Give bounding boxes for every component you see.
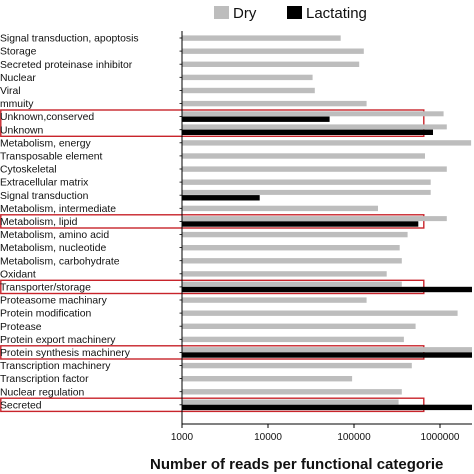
bar-dry	[182, 48, 364, 54]
category-label: Metabolism, lipid	[0, 217, 78, 228]
bar-dry	[182, 216, 447, 222]
bar-lactating	[182, 129, 433, 135]
category-label: Protein modification	[0, 309, 91, 320]
x-tick-label: 10000	[254, 432, 282, 443]
category-label: Metabolism, energy	[0, 138, 91, 149]
bar-dry	[182, 74, 313, 81]
bar-dry	[182, 166, 447, 172]
category-label: Metabolism, amino acid	[0, 230, 109, 241]
bar-lactating	[182, 221, 419, 227]
category-label: Transcription machinery	[0, 361, 111, 372]
category-label: Nuclear regulation	[0, 387, 85, 398]
legend: Dry Lactating	[214, 5, 367, 22]
category-label: Transcription factor	[0, 374, 89, 385]
bar-dry	[182, 153, 425, 159]
category-label: Storage	[0, 47, 37, 58]
bar-dry	[182, 35, 341, 41]
x-tick-label: 100000	[337, 432, 371, 443]
bar-dry	[182, 179, 431, 185]
x-tick-label: 1000000	[421, 432, 460, 443]
bar-dry	[182, 389, 402, 395]
bar-dry	[182, 205, 378, 212]
category-label: Extracellular matrix	[0, 178, 89, 189]
category-label: Signal transduction, apoptosis	[0, 34, 139, 45]
category-label: Oxidant	[0, 269, 36, 280]
category-label: Protein export machinery	[0, 335, 116, 346]
bar-lactating	[182, 286, 472, 293]
category-label: Protease	[0, 322, 42, 333]
bar-dry	[182, 362, 412, 369]
category-label: Secreted	[0, 400, 42, 411]
x-tick-label: 1000	[171, 432, 194, 443]
category-label: Viral	[0, 86, 21, 97]
bar-lactating	[182, 116, 330, 122]
bar-dry	[182, 61, 360, 67]
legend-label-dry: Dry	[233, 5, 257, 22]
category-label: Signal transduction	[0, 191, 89, 202]
x-axis-title: Number of reads per functional categorie	[150, 456, 443, 473]
bar-dry	[182, 258, 402, 264]
category-label: Transposable element	[0, 152, 103, 163]
bar-dry	[182, 376, 353, 382]
bar-dry	[182, 310, 458, 316]
bar-dry	[182, 271, 387, 277]
category-label: Metabolism, intermediate	[0, 204, 116, 215]
category-label: Nuclear	[0, 73, 36, 84]
category-label: Transporter/storage	[0, 283, 91, 294]
category-label: Proteasome machinary	[0, 296, 108, 307]
bar-dry	[182, 140, 472, 146]
category-label: Protein synthesis machinery	[0, 348, 131, 359]
bar-dry	[182, 297, 367, 303]
bar-dry	[182, 347, 472, 353]
bar-lactating	[182, 195, 260, 201]
category-label: Metabolism, nucleotide	[0, 243, 106, 254]
category-label: mmuity	[0, 99, 34, 110]
category-label: Secreted proteinase inhibitor	[0, 60, 133, 71]
legend-swatch-lactating	[287, 6, 302, 19]
highlight-box	[0, 109, 425, 137]
bar-dry	[182, 111, 444, 117]
bar-dry	[182, 281, 402, 287]
legend-label-lactating: Lactating	[306, 5, 367, 22]
legend-swatch-dry	[214, 6, 229, 19]
bar-dry	[182, 124, 447, 130]
category-label: Unknown,conserved	[0, 112, 94, 123]
bar-dry	[182, 87, 315, 94]
bar-dry	[182, 399, 399, 405]
bar-dry	[182, 323, 416, 329]
bar-lactating	[182, 404, 472, 411]
bars-layer	[182, 35, 472, 411]
category-label: Unknown	[0, 125, 44, 136]
x-axis: 100010000100000100000010000000100000000	[171, 31, 472, 443]
bar-lactating	[182, 352, 472, 358]
category-label: Metabolism, carbohydrate	[0, 256, 120, 267]
category-labels: Signal transduction, apoptosis Storage Sec…	[0, 34, 139, 412]
bar-dry	[182, 336, 404, 343]
bar-dry	[182, 231, 408, 238]
bar-dry	[182, 245, 400, 251]
bar-dry	[182, 100, 367, 107]
bar-dry	[182, 189, 431, 195]
highlight-box	[0, 214, 425, 229]
category-label: Cytoskeletal	[0, 165, 57, 176]
